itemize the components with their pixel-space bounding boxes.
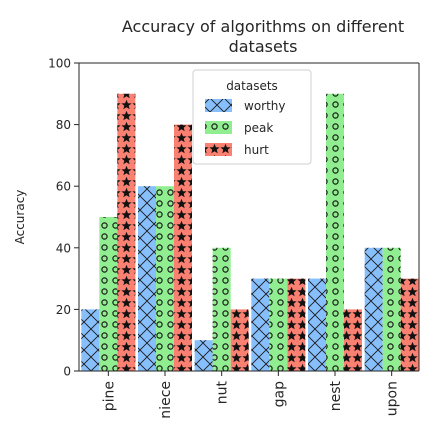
- bar-pattern-peak-niece: [156, 186, 174, 371]
- y-axis-ticks: 0 20 40 60 80 100: [48, 57, 79, 379]
- y-axis-label: Accuracy: [13, 190, 27, 245]
- x-tick-label: pine: [101, 381, 117, 411]
- x-tick-label: gap: [271, 381, 287, 407]
- legend: datasets worthy peak hurt: [192, 69, 312, 165]
- legend-items: worthy peak hurt: [205, 99, 286, 157]
- legend-frame: [192, 69, 312, 165]
- x-tick-label: nest: [328, 381, 344, 412]
- bar-pattern-peak-upon: [382, 247, 401, 371]
- bar-pattern-worthy-nut: [194, 340, 213, 371]
- bar-pattern-worthy-niece: [138, 186, 156, 371]
- x-axis-ticks: pine niece nut gap nest upon: [101, 371, 401, 419]
- y-tick-label: 80: [56, 118, 71, 132]
- bar-pattern-peak-pine: [99, 217, 118, 371]
- legend-swatch-pattern-worthy: [205, 99, 232, 112]
- bars-group: [81, 93, 419, 372]
- bar-pattern-worthy-nest: [308, 278, 326, 371]
- legend-swatch-pattern-hurt: [205, 143, 232, 156]
- legend-label-peak: peak: [244, 121, 273, 135]
- x-tick-label: niece: [158, 381, 174, 419]
- bar-pattern-hurt-nut: [230, 309, 249, 371]
- bar-pattern-worthy-pine: [81, 309, 100, 371]
- bar-pattern-peak-gap: [269, 278, 288, 371]
- y-tick-label: 20: [56, 303, 71, 317]
- bar-pattern-peak-nut: [212, 247, 231, 371]
- y-tick-label: 60: [56, 180, 71, 194]
- bar-pattern-worthy-gap: [251, 278, 270, 371]
- legend-label-worthy: worthy: [244, 99, 286, 113]
- x-tick-label: upon: [385, 381, 401, 416]
- bar-pattern-hurt-niece: [174, 124, 192, 371]
- bar-pattern-peak-nest: [326, 93, 344, 372]
- legend-swatch-pattern-peak: [205, 121, 232, 134]
- bar-pattern-worthy-upon: [364, 247, 383, 371]
- bar-pattern-hurt-upon: [400, 278, 419, 371]
- y-tick-label: 0: [63, 365, 71, 379]
- x-tick-label: nut: [215, 381, 231, 405]
- y-tick-label: 100: [48, 57, 71, 71]
- bar-pattern-hurt-gap: [287, 278, 306, 371]
- y-tick-label: 40: [56, 241, 71, 255]
- bar-pattern-hurt-nest: [344, 309, 362, 371]
- legend-label-hurt: hurt: [244, 143, 269, 157]
- chart-title-line-2: datasets: [229, 37, 298, 56]
- bar-pattern-hurt-pine: [117, 93, 136, 372]
- legend-title: datasets: [226, 79, 278, 93]
- chart-title-line-1: Accuracy of algorithms on different: [122, 17, 404, 36]
